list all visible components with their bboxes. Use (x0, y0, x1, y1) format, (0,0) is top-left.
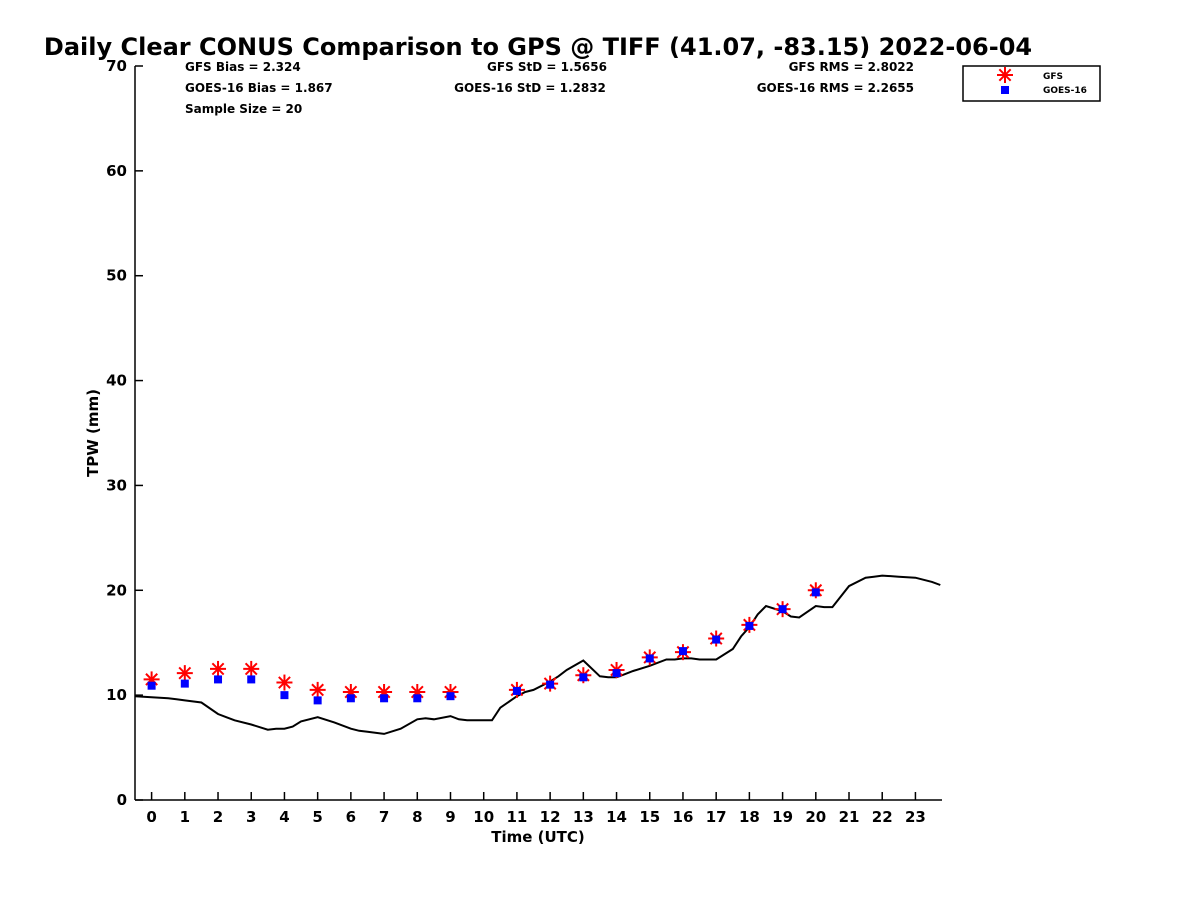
goes-point (346, 694, 355, 703)
goes-series (147, 588, 820, 705)
y-tick-label: 0 (117, 791, 127, 809)
x-tick-label: 5 (312, 808, 322, 826)
x-tick-label: 4 (279, 808, 289, 826)
gps-series (134, 574, 941, 735)
x-tick-label: 22 (872, 808, 893, 826)
x-tick-label: 6 (346, 808, 356, 826)
y-tick-label: 60 (106, 162, 127, 180)
x-tick-label: 19 (772, 808, 793, 826)
gfs-point (309, 681, 326, 698)
goes-point (712, 635, 721, 644)
goes-bias-text: GOES-16 Bias = 1.867 (185, 81, 333, 95)
x-tick-label: 14 (606, 808, 627, 826)
legend-goes-label: GOES-16 (1043, 86, 1087, 96)
x-axis-label: Time (UTC) (491, 828, 585, 846)
y-tick-label: 40 (106, 372, 127, 390)
gfs-std-text: GFS StD = 1.5656 (487, 60, 607, 74)
y-tick-label: 50 (106, 267, 127, 285)
goes-point (214, 675, 223, 684)
x-tick-label: 16 (673, 808, 694, 826)
gfs-point (243, 660, 260, 677)
legend-gfs-label: GFS (1043, 72, 1063, 82)
goes-std-text: GOES-16 StD = 1.2832 (454, 81, 606, 95)
goes-point (180, 679, 189, 688)
goes-point (313, 696, 322, 705)
gps-line (134, 574, 941, 735)
gfs-point (176, 665, 193, 682)
y-tick-label: 20 (106, 581, 127, 599)
x-tick-label: 7 (379, 808, 389, 826)
goes-point (612, 669, 621, 678)
x-tick-label: 11 (506, 808, 527, 826)
y-axis-label: TPW (mm) (84, 389, 102, 477)
goes-point (579, 673, 588, 682)
legend-gfs-marker (997, 67, 1013, 83)
goes-rms-text: GOES-16 RMS = 2.2655 (757, 81, 914, 95)
goes-point (678, 647, 687, 656)
x-tick-label: 20 (805, 808, 826, 826)
goes-point (380, 694, 389, 703)
y-tick-label: 70 (106, 57, 127, 75)
goes-point (811, 588, 820, 597)
goes-point (147, 681, 156, 690)
gfs-series (143, 582, 824, 700)
legend-gfs-asterisk (997, 67, 1013, 83)
legend-box (962, 65, 1101, 102)
gfs-bias-text: GFS Bias = 2.324 (185, 60, 301, 74)
goes-point (512, 686, 521, 695)
goes-point (446, 692, 455, 701)
goes-point (247, 675, 256, 684)
x-tick-label: 21 (839, 808, 860, 826)
y-tick-label: 30 (106, 476, 127, 494)
legend: GFS GOES-16 (962, 65, 1101, 102)
x-tick-label: 12 (540, 808, 561, 826)
gfs-point (210, 660, 227, 677)
x-tick-label: 17 (706, 808, 727, 826)
x-tick-label: 3 (246, 808, 256, 826)
x-tick-label: 2 (213, 808, 223, 826)
x-tick-label: 13 (573, 808, 594, 826)
x-tick-label: 8 (412, 808, 422, 826)
x-tick-label: 9 (445, 808, 455, 826)
y-tick-label: 10 (106, 686, 127, 704)
legend-goes-marker (1001, 86, 1009, 94)
x-tick-label: 18 (739, 808, 760, 826)
goes-point (778, 605, 787, 614)
x-axis-ticks: 0 1 2 3 4 5 6 7 8 9 10 11 12 13 14 15 16 17 18 19 20 21 22 23 (146, 792, 926, 826)
sample-size-text: Sample Size = 20 (185, 102, 302, 116)
goes-point (645, 654, 654, 663)
x-tick-label: 23 (905, 808, 926, 826)
x-tick-label: 15 (639, 808, 660, 826)
chart-title: Daily Clear CONUS Comparison to GPS @ TI… (44, 33, 1032, 61)
goes-point (546, 680, 555, 689)
y-axis-ticks: 0 10 20 30 40 50 60 70 (106, 57, 143, 809)
goes-point (745, 621, 754, 630)
gfs-point (276, 674, 293, 691)
goes-point (413, 694, 422, 703)
goes-point (280, 691, 289, 700)
x-tick-label: 10 (473, 808, 494, 826)
x-tick-label: 1 (180, 808, 190, 826)
gfs-rms-text: GFS RMS = 2.8022 (789, 60, 914, 74)
x-tick-label: 0 (146, 808, 156, 826)
